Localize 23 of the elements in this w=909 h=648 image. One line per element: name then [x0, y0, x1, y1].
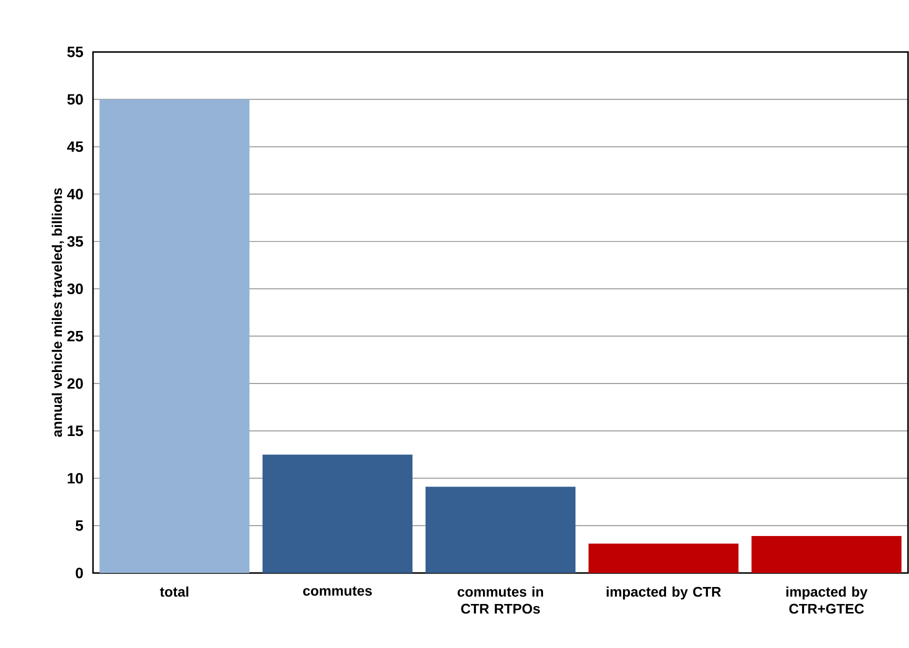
x-tick-label: total — [160, 586, 188, 597]
bar — [588, 544, 738, 573]
y-tick-label: 5 — [76, 520, 84, 531]
y-tick-label: 0 — [76, 568, 83, 578]
x-tick-label: commutes — [303, 586, 372, 596]
y-tick-label: 50 — [67, 94, 83, 105]
x-tick-label: commutes in CTR RTPOs — [458, 586, 544, 614]
y-tick-label: 15 — [68, 426, 84, 436]
bar — [426, 486, 576, 573]
y-tick-label: 35 — [67, 236, 84, 247]
y-tick-label: 45 — [67, 142, 84, 152]
bar — [752, 536, 902, 573]
y-tick-label: 25 — [67, 330, 84, 342]
y-tick-label: 55 — [67, 46, 84, 58]
y-tick-label: 10 — [68, 472, 83, 484]
y-tick-label: 30 — [67, 284, 83, 294]
bar — [262, 454, 412, 573]
y-tick-label: 20 — [67, 378, 83, 389]
y-axis-title: annual vehicle miles traveled, billions — [52, 188, 64, 437]
x-tick-label: impacted by CTR — [606, 586, 721, 600]
bar — [100, 99, 250, 573]
x-tick-label: impacted by CTR+GTEC — [786, 586, 868, 614]
y-tick-label: 40 — [67, 188, 83, 200]
